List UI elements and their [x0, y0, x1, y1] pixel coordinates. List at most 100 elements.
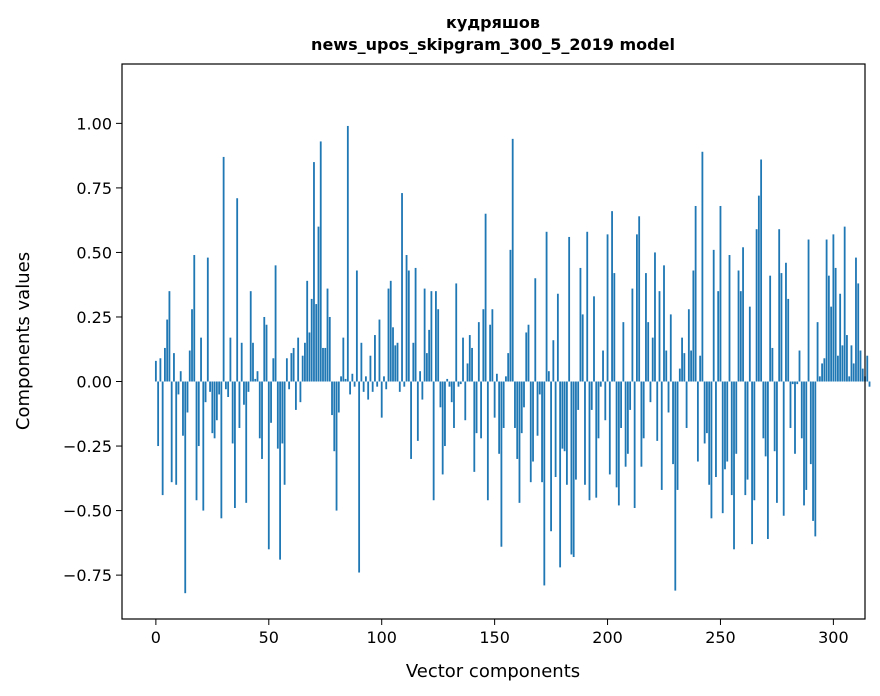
- bar-71: [315, 304, 318, 382]
- bar-164: [525, 332, 528, 382]
- bar-69: [310, 298, 313, 382]
- bar-116: [416, 381, 419, 441]
- bar-12: [182, 381, 184, 436]
- bar-248: [715, 381, 717, 478]
- bar-194: [593, 296, 595, 382]
- bar-161: [518, 381, 521, 503]
- bar-129: [446, 378, 449, 382]
- bar-291: [812, 381, 814, 521]
- bar-142: [475, 381, 478, 434]
- bar-313: [861, 368, 864, 382]
- bar-155: [505, 376, 507, 382]
- bar-57: [283, 381, 286, 485]
- bar-11: [179, 371, 182, 382]
- bar-77: [328, 316, 331, 382]
- bar-279: [785, 262, 787, 382]
- bar-230: [674, 381, 677, 591]
- bar-250: [719, 205, 722, 382]
- bar-17: [193, 255, 196, 382]
- bar-94: [367, 381, 370, 400]
- bar-258: [737, 270, 740, 382]
- bar-23: [206, 257, 209, 382]
- bar-169: [536, 381, 539, 436]
- bar-241: [699, 355, 702, 382]
- bar-193: [590, 381, 593, 410]
- bar-117: [419, 371, 422, 382]
- bar-239: [694, 205, 697, 382]
- bar-60: [290, 353, 293, 382]
- bar-70: [313, 162, 315, 382]
- y-axis-label: Components values: [13, 252, 34, 430]
- bar-130: [448, 381, 451, 387]
- bar-159: [514, 381, 516, 428]
- bar-134: [457, 381, 460, 387]
- bar-174: [547, 371, 550, 382]
- bar-20: [200, 337, 202, 382]
- bar-138: [466, 363, 469, 382]
- bar-50: [267, 381, 270, 550]
- bar-91: [360, 342, 363, 382]
- bar-297: [825, 239, 828, 382]
- bar-286: [800, 381, 803, 439]
- bar-158: [511, 138, 514, 382]
- bar-45: [256, 371, 259, 382]
- bar-52: [272, 358, 275, 382]
- bar-16: [191, 309, 193, 382]
- bar-135: [459, 381, 462, 385]
- bar-8: [173, 353, 175, 382]
- bar-51: [270, 381, 272, 423]
- bar-288: [805, 381, 808, 490]
- bar-296: [823, 358, 826, 382]
- bar-54: [276, 381, 279, 449]
- bar-202: [611, 211, 613, 382]
- bar-212: [633, 381, 636, 508]
- bar-107: [396, 342, 399, 382]
- bar-307: [848, 376, 851, 382]
- bar-217: [645, 273, 647, 382]
- bar-266: [755, 229, 758, 382]
- bar-7: [170, 381, 173, 483]
- bar-243: [703, 381, 706, 444]
- bar-22: [204, 381, 207, 403]
- bar-149: [491, 309, 494, 382]
- bar-48: [263, 316, 266, 382]
- bar-273: [771, 347, 774, 382]
- bar-278: [782, 381, 785, 516]
- bar-46: [258, 381, 261, 439]
- bar-38: [240, 342, 243, 382]
- bar-64: [299, 381, 302, 403]
- bar-122: [430, 291, 433, 382]
- bar-68: [308, 332, 311, 382]
- bar-269: [762, 381, 765, 439]
- bar-316: [868, 381, 871, 387]
- bar-66: [304, 342, 306, 382]
- bar-191: [586, 231, 589, 382]
- bar-199: [604, 381, 607, 421]
- bar-32: [227, 381, 230, 397]
- bar-231: [676, 381, 679, 490]
- y-tick-label: 1.00: [76, 114, 112, 133]
- bar-204: [615, 381, 618, 488]
- bar-156: [507, 353, 510, 382]
- bar-67: [306, 280, 309, 382]
- bar-275: [776, 381, 778, 503]
- bar-200: [606, 234, 609, 382]
- bar-251: [721, 381, 724, 514]
- bar-150: [493, 381, 496, 418]
- bar-73: [319, 141, 322, 382]
- bar-36: [236, 198, 239, 382]
- bar-312: [859, 350, 862, 382]
- bar-97: [374, 335, 376, 382]
- bar-82: [340, 376, 342, 382]
- bar-311: [857, 283, 860, 382]
- bar-2: [159, 358, 162, 382]
- bar-59: [288, 381, 291, 390]
- bar-196: [597, 381, 600, 439]
- bar-219: [649, 381, 652, 403]
- bar-183: [568, 236, 571, 382]
- bar-301: [834, 267, 837, 382]
- bar-173: [545, 231, 548, 382]
- bar-105: [392, 327, 394, 382]
- bar-310: [855, 257, 857, 382]
